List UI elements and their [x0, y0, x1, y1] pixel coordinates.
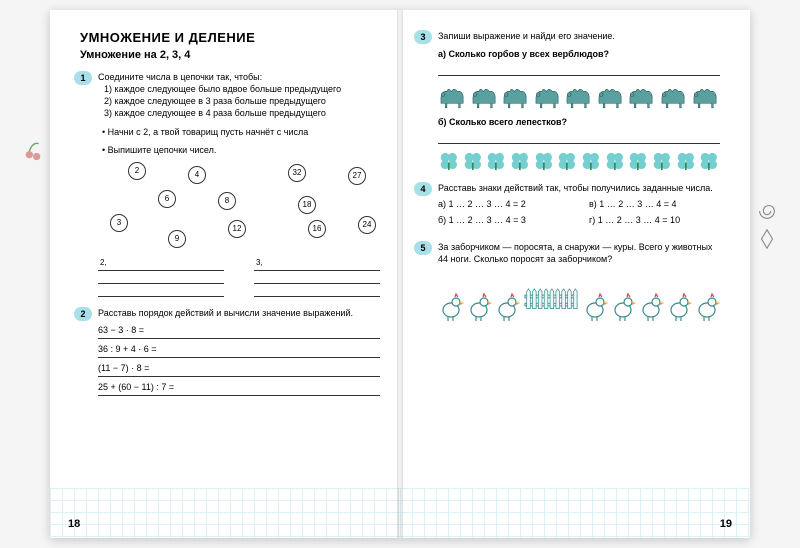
number-bubble: 24 — [358, 216, 376, 234]
grid-background — [50, 488, 400, 538]
chicken-icon — [466, 292, 492, 322]
book-spread: УМНОЖЕНИЕ И ДЕЛЕНИЕ Умножение на 2, 3, 4… — [50, 10, 750, 538]
number-bubble: 12 — [228, 220, 246, 238]
task-intro: Соедините числа в цепочки так, чтобы: — [98, 71, 380, 83]
number-bubble: 3 — [110, 214, 128, 232]
chicken-icon — [638, 292, 664, 322]
clover-icon — [509, 150, 531, 172]
task-sub-1: 1) каждое следующее было вдвое больше пр… — [104, 83, 380, 95]
number-bubble: 8 — [218, 192, 236, 210]
camel-icon — [691, 82, 721, 110]
task-5: 5 За заборчиком — поросята, а снаружи — … — [420, 241, 720, 326]
task-2: 2 Расставь порядок действий и вычисли зн… — [80, 307, 380, 396]
calc-4[interactable]: 25 + (60 − 11) : 7 = — [98, 380, 380, 396]
line-2c[interactable] — [98, 284, 224, 297]
task-3: 3 Запиши выражение и найди его значение.… — [420, 30, 720, 172]
task-number: 3 — [414, 30, 432, 44]
clover-icon — [438, 150, 460, 172]
fence-icon — [524, 271, 578, 326]
clover-icon — [533, 150, 555, 172]
task-1: 1 Соедините числа в цепочки так, чтобы: … — [80, 71, 380, 297]
subtask-a: а) Сколько горбов у всех верблюдов? — [438, 48, 720, 60]
number-bubble: 9 — [168, 230, 186, 248]
chapter-title: УМНОЖЕНИЕ И ДЕЛЕНИЕ — [80, 30, 380, 45]
clover-icon — [485, 150, 507, 172]
line-2b[interactable] — [98, 271, 224, 284]
camel-icon — [533, 82, 563, 110]
number-bubble: 18 — [298, 196, 316, 214]
line-3a[interactable]: 3, — [254, 258, 380, 271]
calc-1[interactable]: 63 − 3 · 8 = — [98, 323, 380, 339]
answer-line-b[interactable] — [438, 130, 720, 144]
grid-background — [400, 488, 750, 538]
fence-scene — [438, 271, 720, 326]
task-text: Расставь знаки действий так, чтобы получ… — [438, 182, 720, 194]
eq-b[interactable]: б) 1 … 2 … 3 … 4 = 3 — [438, 215, 569, 225]
page-number: 19 — [720, 518, 732, 530]
task-4: 4 Расставь знаки действий так, чтобы пол… — [420, 182, 720, 230]
clover-icon — [462, 150, 484, 172]
clover-icon — [675, 150, 697, 172]
page-left: УМНОЖЕНИЕ И ДЕЛЕНИЕ Умножение на 2, 3, 4… — [50, 10, 400, 538]
camel-icon — [659, 82, 689, 110]
page-number: 18 — [68, 518, 80, 530]
top-icon — [756, 228, 778, 250]
number-bubble: 16 — [308, 220, 326, 238]
task-text: Запиши выражение и найди его значение. — [438, 30, 720, 42]
task-text: Расставь порядок действий и вычисли знач… — [98, 307, 380, 319]
clover-icon — [604, 150, 626, 172]
task-number: 4 — [414, 182, 432, 196]
calc-2[interactable]: 36 : 9 + 4 · 6 = — [98, 342, 380, 358]
clover-icon — [698, 150, 720, 172]
camel-icon — [564, 82, 594, 110]
number-bubble: 32 — [288, 164, 306, 182]
cherry-icon — [22, 140, 44, 162]
spiral-icon — [756, 200, 778, 222]
book-spine — [397, 10, 403, 538]
line-3c[interactable] — [254, 284, 380, 297]
line-2a[interactable]: 2, — [98, 258, 224, 271]
eq-a[interactable]: а) 1 … 2 … 3 … 4 = 2 — [438, 199, 569, 209]
subtask-b: б) Сколько всего лепестков? — [438, 116, 720, 128]
eq-g[interactable]: г) 1 … 2 … 3 … 4 = 10 — [589, 215, 720, 225]
camel-icon — [501, 82, 531, 110]
camel-icon — [627, 82, 657, 110]
calc-3[interactable]: (11 − 7) · 8 = — [98, 361, 380, 377]
number-bubbles: 243227681831216249 — [98, 162, 380, 252]
answer-line-a[interactable] — [438, 62, 720, 76]
clover-icon — [580, 150, 602, 172]
number-bubble: 6 — [158, 190, 176, 208]
chicken-icon — [694, 292, 720, 322]
page-right: 3 Запиши выражение и найди его значение.… — [400, 10, 750, 538]
clover-icon — [627, 150, 649, 172]
chicken-icon — [582, 292, 608, 322]
task-number: 5 — [414, 241, 432, 255]
camel-icon — [438, 82, 468, 110]
clover-icon — [556, 150, 578, 172]
section-title: Умножение на 2, 3, 4 — [80, 49, 380, 61]
eq-v[interactable]: в) 1 … 2 … 3 … 4 = 4 — [589, 199, 720, 209]
number-bubble: 2 — [128, 162, 146, 180]
answer-lines: 2, 3, — [98, 258, 380, 297]
chicken-icon — [494, 292, 520, 322]
chicken-icon — [610, 292, 636, 322]
line-3b[interactable] — [254, 271, 380, 284]
chicken-icon — [666, 292, 692, 322]
clover-icon — [651, 150, 673, 172]
task-sub-2: 2) каждое следующее в 3 раза больше пред… — [104, 95, 380, 107]
number-bubble: 4 — [188, 166, 206, 184]
task-number: 2 — [74, 307, 92, 321]
chicken-icon — [438, 292, 464, 322]
task-sub-3: 3) каждое следующее в 4 раза больше пред… — [104, 107, 380, 119]
task-bullet-2: • Выпишите цепочки чисел. — [102, 144, 380, 156]
camel-icon — [470, 82, 500, 110]
camel-icon — [596, 82, 626, 110]
number-bubble: 27 — [348, 167, 366, 185]
clovers-row — [438, 150, 720, 172]
task-bullet-1: • Начни с 2, а твой товарищ пусть начнёт… — [102, 126, 380, 138]
task-text: За заборчиком — поросята, а снаружи — ку… — [438, 241, 720, 265]
task-number: 1 — [74, 71, 92, 85]
camels-row — [438, 82, 720, 110]
